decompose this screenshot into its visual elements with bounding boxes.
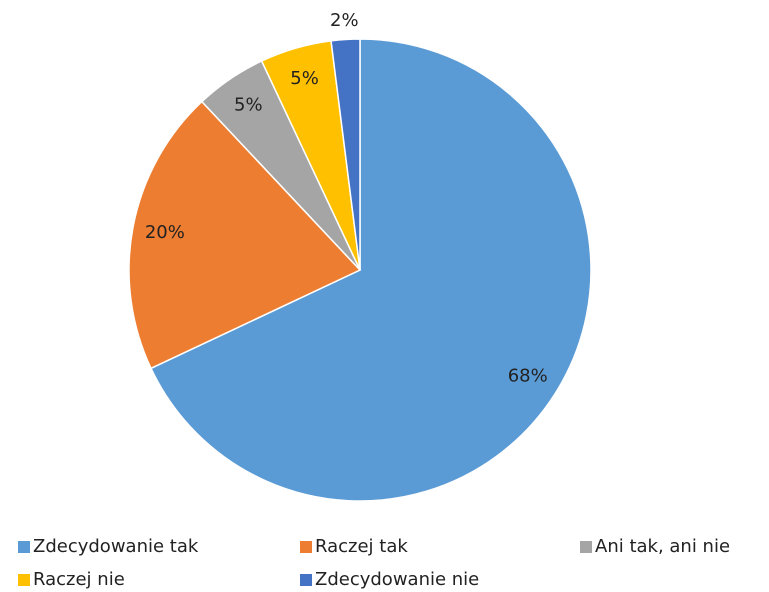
- legend-swatch: [300, 541, 312, 553]
- data-label: 68%: [508, 365, 548, 386]
- data-label: 2%: [330, 10, 359, 31]
- legend-swatch: [18, 541, 30, 553]
- legend-label: Zdecydowanie nie: [315, 569, 479, 590]
- pie-slice: [330, 38, 361, 271]
- data-label: 5%: [290, 68, 319, 89]
- legend-swatch: [18, 574, 30, 586]
- pie-slice: [128, 100, 362, 370]
- legend-label: Raczej nie: [33, 569, 125, 590]
- legend-swatch: [580, 541, 592, 553]
- legend-label: Zdecydowanie tak: [33, 536, 199, 557]
- data-label: 5%: [234, 95, 263, 116]
- legend-label: Ani tak, ani nie: [595, 536, 730, 557]
- data-label: 20%: [145, 222, 185, 243]
- legend-label: Raczej tak: [315, 536, 408, 557]
- pie-slice: [149, 38, 592, 502]
- legend-swatch: [300, 574, 312, 586]
